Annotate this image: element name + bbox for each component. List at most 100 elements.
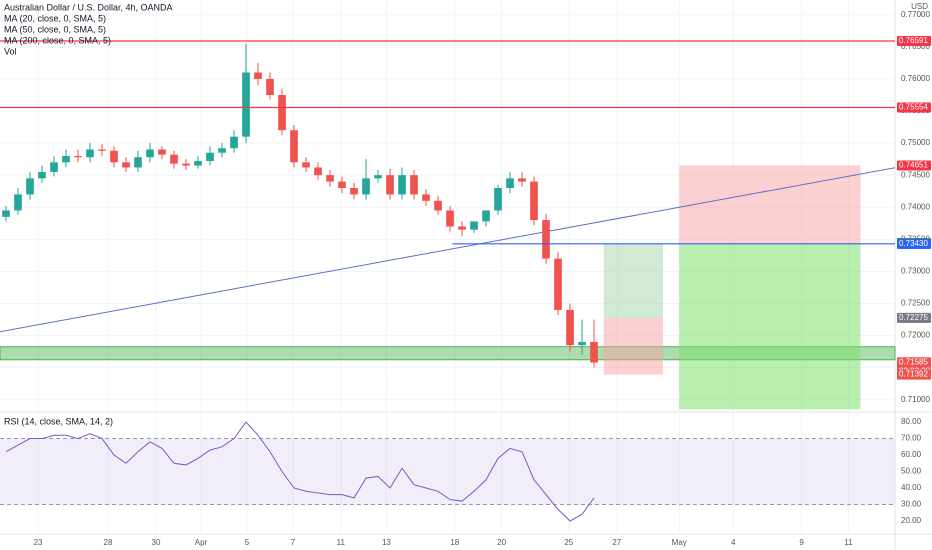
indicator: Vol — [4, 46, 17, 56]
y-tick-label: 0.73000 — [901, 267, 930, 276]
rsi-band — [0, 438, 895, 505]
rsi-tick-label: 20.00 — [901, 516, 922, 525]
level-label: 0.73430 — [899, 239, 928, 248]
candle-body — [38, 171, 46, 179]
candle-body — [494, 187, 502, 211]
candle-body — [230, 136, 238, 149]
candle-body — [374, 175, 382, 179]
candle-body — [566, 309, 574, 346]
rsi-tick-label: 80.00 — [901, 417, 922, 426]
level-label: 0.71585 — [899, 357, 928, 366]
candle-body — [278, 94, 286, 131]
position-stop — [603, 317, 664, 375]
level-tag — [897, 160, 931, 171]
y-tick-label: 0.76000 — [901, 74, 930, 83]
x-tick-label: 11 — [337, 538, 346, 547]
rsi-title: RSI (14, close, SMA, 14, 2) — [4, 416, 113, 426]
y-tick-label: 0.71000 — [901, 395, 930, 404]
level-label: 0.74651 — [899, 161, 928, 170]
candle-body — [14, 194, 22, 211]
candle-body — [302, 162, 310, 168]
y-tick-label: 0.75000 — [901, 138, 930, 147]
rsi-line — [5, 421, 595, 522]
candle-body — [530, 181, 538, 221]
overlay: Australian Dollar / U.S. Dollar, 4h, OAN… — [4, 2, 928, 426]
zone — [0, 346, 896, 361]
x-tick-label: Apr — [195, 538, 208, 547]
x-tick-label: 13 — [382, 538, 391, 547]
candle-body — [482, 210, 490, 222]
x-tick-label: May — [672, 538, 687, 547]
candle-body — [578, 341, 586, 346]
x-tick-label: 25 — [564, 538, 573, 547]
candle-body — [74, 155, 82, 158]
candle-body — [446, 210, 454, 227]
candle-body — [182, 163, 190, 166]
candle-body — [326, 175, 334, 182]
x-tick-label: 30 — [152, 538, 161, 547]
candle-body — [242, 72, 250, 137]
candle-body — [98, 149, 106, 151]
candle-body — [338, 181, 346, 188]
position-target — [603, 243, 664, 318]
x-tick-label: 20 — [497, 538, 506, 547]
level-label: 0.71392 — [899, 370, 928, 379]
x-tick-label: 9 — [799, 538, 804, 547]
position-target — [679, 243, 861, 410]
candle-body — [110, 150, 118, 163]
candle-body — [254, 72, 262, 79]
level-tag — [897, 238, 931, 249]
currency: USD — [911, 2, 928, 11]
level-tag — [897, 312, 931, 323]
candle-body — [434, 200, 442, 211]
candle-body — [50, 162, 58, 172]
candle-body — [62, 155, 70, 163]
candle-body — [266, 78, 274, 95]
level-tag — [897, 36, 931, 46]
candle-body — [218, 148, 226, 153]
x-tick-label: 28 — [104, 538, 113, 547]
x-tick-label: 18 — [450, 538, 459, 547]
x-tick-label: 23 — [34, 538, 43, 547]
candle-body — [422, 194, 430, 201]
y-tick-label: 0.76500 — [901, 42, 930, 51]
candle-body — [506, 178, 514, 188]
candle-body — [350, 187, 358, 195]
rsi-tick-label: 50.00 — [901, 467, 922, 476]
level-label: 0.76591 — [899, 36, 928, 45]
candle-body — [26, 178, 34, 195]
x-tick-label: 5 — [245, 538, 250, 547]
candle-body — [554, 258, 562, 310]
candle-body — [122, 162, 130, 168]
level-tag — [897, 102, 931, 113]
candle-body — [158, 149, 166, 155]
x-tick-label: 7 — [291, 538, 296, 547]
y-tick-label: 0.74000 — [901, 202, 930, 211]
candle-body — [518, 178, 526, 182]
indicator: MA (50, close, 0, SMA, 5) — [4, 24, 106, 34]
x-tick-label: 27 — [612, 538, 621, 547]
candle-body — [590, 341, 598, 363]
chart-title: Australian Dollar / U.S. Dollar, 4h, OAN… — [4, 2, 173, 12]
x-tick-label: 4 — [731, 538, 736, 547]
candle-body — [362, 178, 370, 195]
candle-body — [170, 154, 178, 164]
candle-body — [458, 226, 466, 230]
indicator: MA (200, close, 0, SMA, 5) — [4, 35, 111, 45]
candle-body — [290, 130, 298, 163]
rsi-tick-label: 40.00 — [901, 483, 922, 492]
x-tick-label: 11 — [844, 538, 853, 547]
level-label: 0.72275 — [899, 313, 928, 322]
trendline — [0, 167, 896, 333]
candle-body — [146, 149, 154, 158]
y-tick-label: 0.74500 — [901, 170, 930, 179]
position-stop — [679, 165, 861, 244]
candle-body — [386, 175, 394, 195]
rsi-tick-label: 70.00 — [901, 434, 922, 443]
rsi-tick-label: 30.00 — [901, 500, 922, 509]
candle-body — [86, 149, 94, 158]
candle-body — [470, 221, 478, 230]
candle-body — [410, 175, 418, 195]
